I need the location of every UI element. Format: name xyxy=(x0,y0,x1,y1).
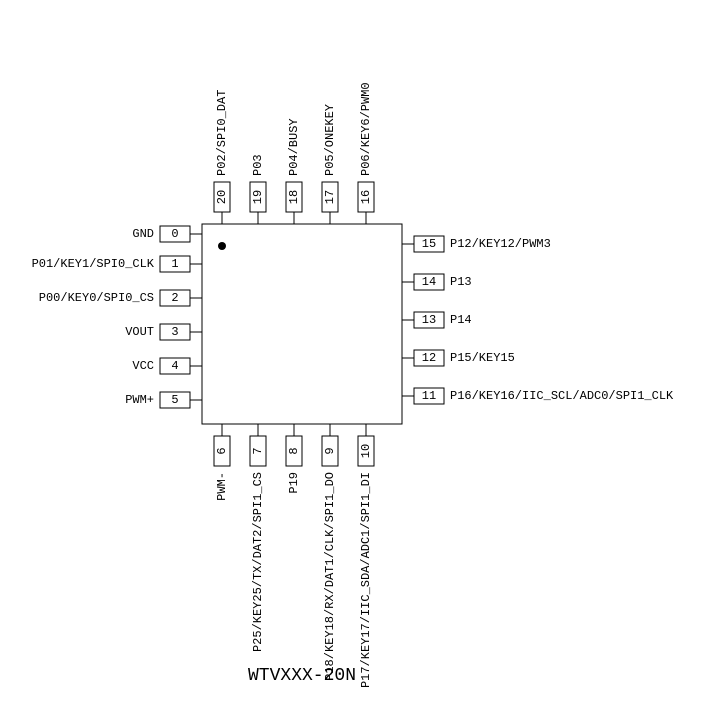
pin-1-number: 1 xyxy=(171,257,178,271)
pin-8-number: 8 xyxy=(287,447,301,454)
pin-5-label: PWM+ xyxy=(125,393,154,407)
pin-3-label: VOUT xyxy=(125,325,154,339)
pin-20-label: P02/SPI0_DAT xyxy=(215,90,229,176)
pin-1-label: P01/KEY1/SPI0_CLK xyxy=(32,257,155,271)
pin-17-number: 17 xyxy=(323,190,337,204)
pin-4-label: VCC xyxy=(132,359,154,373)
pin-2-number: 2 xyxy=(171,291,178,305)
pin-3-number: 3 xyxy=(171,325,178,339)
pin-10-number: 10 xyxy=(359,444,373,458)
pin-19-label: P03 xyxy=(251,154,265,176)
pin-18-label: P04/BUSY xyxy=(287,118,301,176)
pin-0-number: 0 xyxy=(171,227,178,241)
pin-13-label: P14 xyxy=(450,313,472,327)
pin-0-label: GND xyxy=(132,227,154,241)
pin-16-label: P06/KEY6/PWM0 xyxy=(359,82,373,176)
pin-6-label: PWM- xyxy=(215,472,229,501)
pin-11-number: 11 xyxy=(422,389,436,403)
pin-15-label: P12/KEY12/PWM3 xyxy=(450,237,551,251)
chip-body xyxy=(202,224,402,424)
pin-14-number: 14 xyxy=(422,275,436,289)
chip-pinout-diagram: 0 GND 1 P01/KEY1/SPI0_CLK 2 P00/KEY0/SPI0_CS 3… xyxy=(0,0,717,702)
pin-11-label: P16/KEY16/IIC_SCL/ADC0/SPI1_CLK xyxy=(450,389,674,403)
pin-7-number: 7 xyxy=(251,447,265,454)
pin-14-label: P13 xyxy=(450,275,472,289)
pin-20-number: 20 xyxy=(215,190,229,204)
pin-6-number: 6 xyxy=(215,447,229,454)
pin-9-label: P18/KEY18/RX/DAT1/CLK/SPI1_DO xyxy=(323,472,337,681)
pin-12-label: P15/KEY15 xyxy=(450,351,515,365)
pin-16-number: 16 xyxy=(359,190,373,204)
pin1-dot xyxy=(218,242,226,250)
pin-5-number: 5 xyxy=(171,393,178,407)
pin-4-number: 4 xyxy=(171,359,178,373)
pin-17-label: P05/ONEKEY xyxy=(323,104,337,176)
pin-19-number: 19 xyxy=(251,190,265,204)
pin-10-label: P17/KEY17/IIC_SDA/ADC1/SPI1_DI xyxy=(359,472,373,688)
pin-8-label: P19 xyxy=(287,472,301,494)
pin-9-number: 9 xyxy=(323,447,337,454)
chip-title: WTVXXX-20N xyxy=(248,666,356,686)
pin-13-number: 13 xyxy=(422,313,436,327)
pin-2-label: P00/KEY0/SPI0_CS xyxy=(39,291,154,305)
pin-12-number: 12 xyxy=(422,351,436,365)
pin-18-number: 18 xyxy=(287,190,301,204)
pin-15-number: 15 xyxy=(422,237,436,251)
pin-7-label: P25/KEY25/TX/DAT2/SPI1_CS xyxy=(251,472,265,652)
